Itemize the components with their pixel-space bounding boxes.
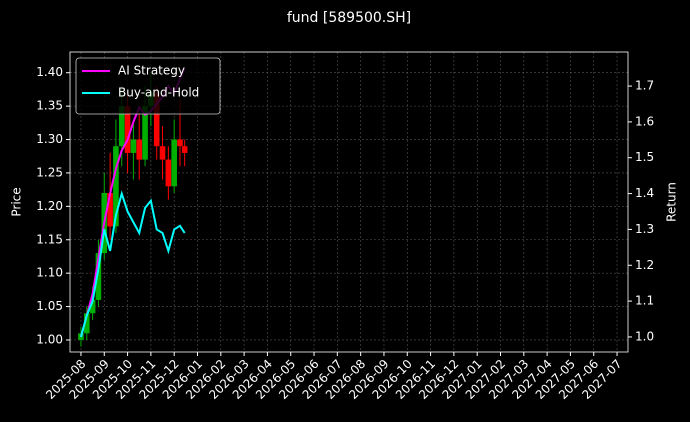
line-series [79, 190, 186, 338]
y-tick-label: 1.00 [36, 332, 63, 346]
candle-body [95, 253, 102, 300]
chart-title: fund [589500.SH] [287, 10, 411, 26]
candle-body [130, 139, 137, 153]
y2-tick-label: 1.3 [635, 222, 654, 236]
candle-body [171, 139, 177, 187]
y-tick-label: 1.30 [36, 132, 63, 146]
y-tick-label: 1.35 [36, 99, 63, 113]
y2-tick-label: 1.0 [635, 329, 654, 343]
y2-tick-label: 1.7 [635, 79, 654, 93]
candle-body [153, 92, 160, 147]
y-tick-label: 1.25 [36, 165, 63, 179]
y-tick-label: 1.40 [36, 65, 63, 79]
candle-body [113, 146, 119, 227]
candle-body [89, 299, 96, 314]
y-tick-label: 1.10 [36, 266, 63, 280]
candle-body [159, 146, 166, 160]
candle-body [165, 159, 172, 187]
y-tick-label: 1.05 [36, 299, 63, 313]
candle-body [177, 139, 183, 147]
candle-body [124, 106, 131, 153]
candle-body [142, 106, 148, 160]
y-tick-label: 1.20 [36, 199, 63, 213]
candle-body [181, 146, 188, 153]
candle-body [118, 106, 125, 147]
y2-axis-label: Return [665, 182, 679, 222]
legend: AI Strategy Buy-and-Hold [75, 57, 221, 115]
legend-label: Buy-and-Hold [118, 86, 199, 100]
y2-tick-label: 1.5 [635, 150, 654, 164]
y2-tick-label: 1.6 [635, 114, 654, 128]
y2-tick-label: 1.1 [635, 294, 654, 308]
y-tick-label: 1.15 [36, 232, 63, 246]
y-axis-label: Price [10, 187, 24, 216]
plot-frame [69, 51, 629, 353]
legend-label: AI Strategy [118, 64, 185, 78]
y2-tick-label: 1.4 [635, 186, 654, 200]
candle-body [107, 192, 113, 227]
y2-tick-label: 1.2 [635, 258, 654, 272]
candle-body [136, 139, 143, 160]
candle-body [83, 313, 90, 334]
legend-box [75, 57, 221, 115]
